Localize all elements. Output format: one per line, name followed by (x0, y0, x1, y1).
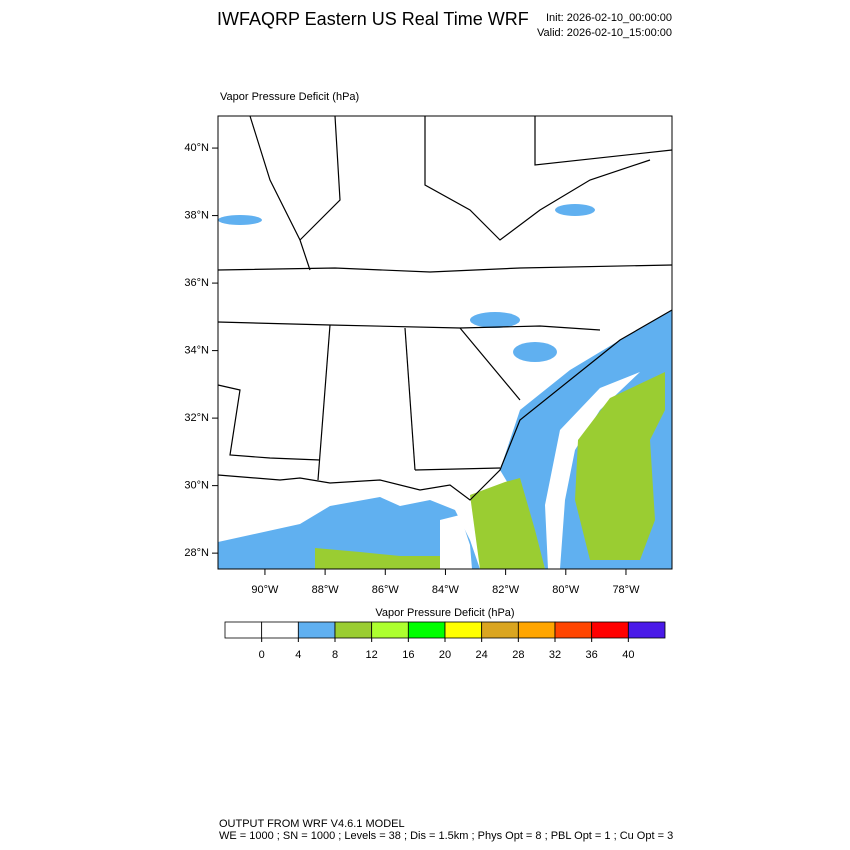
y-tick-label: 40°N (184, 142, 209, 154)
atlantic-clear (545, 372, 640, 569)
y-tick-label: 38°N (184, 209, 209, 221)
colorbar-box (224, 621, 263, 639)
colorbar-tick-label: 24 (476, 649, 488, 661)
colorbar-tick-label: 32 (549, 649, 561, 661)
y-tick-label: 32°N (184, 412, 209, 424)
inland-patch (470, 312, 520, 328)
colorbar-box (481, 621, 519, 639)
title: IWFAQRP Eastern US Real Time WRF (217, 9, 529, 29)
colorbar-box (371, 621, 409, 639)
state-border (424, 116, 651, 241)
colorbar-tick-label: 16 (402, 649, 414, 661)
gulf-green (315, 548, 440, 569)
state-border (217, 384, 321, 461)
field-title: Vapor Pressure Deficit (hPa) (220, 91, 359, 103)
state-border (459, 327, 521, 401)
x-tick-label: 82°W (492, 584, 520, 596)
colorbar-box (517, 621, 556, 639)
colorbar-tick-label: 40 (622, 649, 634, 661)
x-tick-label: 88°W (312, 584, 340, 596)
y-tick-label: 28°N (184, 547, 209, 559)
colorbar-tick-label: 20 (439, 649, 451, 661)
colorbar-tick-label: 12 (366, 649, 378, 661)
y-tick-label: 30°N (184, 480, 209, 492)
state-border (299, 115, 341, 241)
inland-patch (513, 342, 557, 362)
gulf-field (218, 497, 480, 569)
inland-patch (555, 204, 595, 216)
footer-line: WE = 1000 ; SN = 1000 ; Levels = 38 ; Di… (219, 830, 673, 842)
inland-patch (218, 215, 262, 225)
colorbar-box (297, 621, 336, 639)
x-tick-label: 84°W (432, 584, 460, 596)
state-border (249, 115, 311, 271)
colorbar-box (334, 621, 373, 639)
coastline (217, 309, 673, 501)
colorbar-tick-label: 8 (332, 649, 338, 661)
state-border (404, 327, 416, 471)
colorbar-box (261, 621, 299, 639)
footer-line: OUTPUT FROM WRF V4.6.1 MODEL (219, 818, 405, 830)
colorbar-box (627, 621, 666, 639)
map (217, 115, 673, 570)
colorbar-tick-label: 4 (295, 649, 301, 661)
colorbar-tick-label: 0 (259, 649, 265, 661)
y-tick-label: 34°N (184, 345, 209, 357)
y-tick-label: 36°N (184, 277, 209, 289)
colorbar-box (444, 621, 483, 639)
x-tick-label: 86°W (372, 584, 400, 596)
atlantic-green (575, 372, 665, 560)
colorbar-box (591, 621, 629, 639)
valid-time: Valid: 2026-02-10_15:00:00 (537, 27, 672, 39)
x-tick-label: 90°W (251, 584, 279, 596)
x-tick-label: 78°W (612, 584, 640, 596)
state-border (414, 467, 501, 471)
state-border (217, 264, 673, 273)
florida-green (470, 478, 545, 569)
colorbar-box (407, 621, 446, 639)
colorbar-tick-label: 36 (586, 649, 598, 661)
colorbar-tick-label: 28 (512, 649, 524, 661)
init-time: Init: 2026-02-10_00:00:00 (546, 12, 672, 24)
state-border (317, 324, 331, 481)
colorbar-box (554, 621, 593, 639)
state-border (534, 116, 673, 166)
gulf-clear (440, 515, 472, 569)
colorbar-label: Vapor Pressure Deficit (hPa) (375, 607, 514, 619)
x-tick-label: 80°W (552, 584, 580, 596)
